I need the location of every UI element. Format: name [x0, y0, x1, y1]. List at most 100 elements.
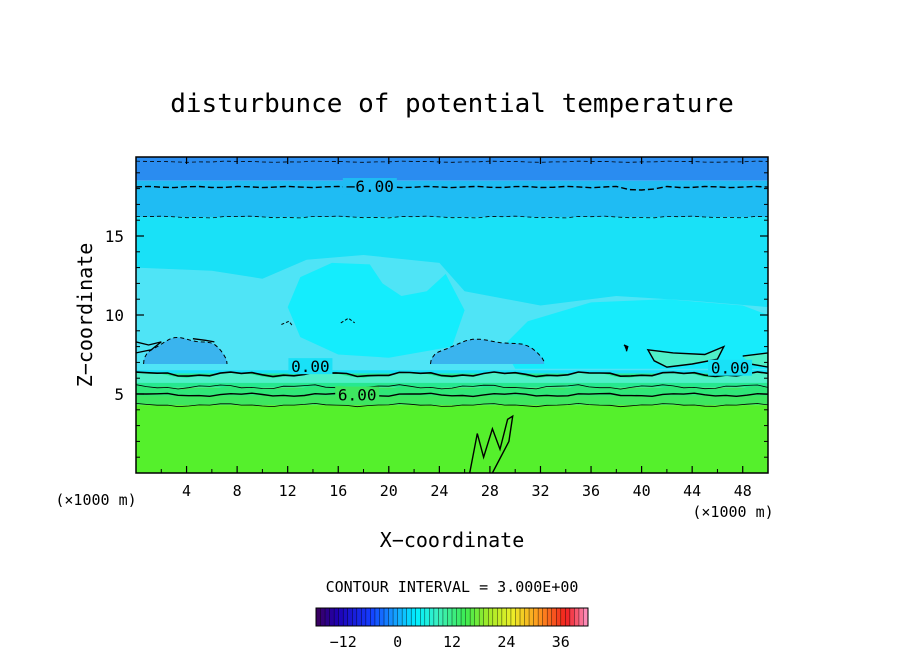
contour-band [136, 157, 768, 181]
colorbar-segment [325, 608, 330, 626]
contour-region-pale-right [502, 299, 768, 369]
colorbar-segment [361, 608, 367, 626]
contour-label-background [708, 359, 753, 376]
colorbar-segment [365, 608, 371, 626]
contour-band [136, 180, 768, 218]
contour-line-nine [136, 402, 768, 408]
colorbar-segment [538, 608, 543, 626]
colorbar-segment [447, 608, 453, 626]
x-axis-unit-left: (×1000 m) [55, 491, 136, 509]
colorbar-segment [429, 608, 435, 626]
x-tick-label: 8 [233, 482, 242, 500]
colorbar-segment [438, 608, 444, 626]
colorbar-tick-label: 12 [443, 633, 461, 651]
colorbar-tick-label: −12 [330, 633, 357, 651]
x-tick-label: 4 [182, 482, 191, 500]
x-tick-label: 12 [279, 482, 297, 500]
colorbar-segment [384, 608, 389, 626]
contour-line-dashed-small [281, 320, 294, 327]
colorbar-segment [442, 608, 448, 626]
y-tick-label: 15 [105, 227, 124, 246]
colorbar-segment [529, 608, 534, 626]
colorbar-tick-label: 0 [393, 633, 402, 651]
colorbar-segment [370, 608, 376, 626]
colorbar-segment [329, 608, 335, 626]
contour-interval-label: CONTOUR INTERVAL = 3.000E+00 [326, 578, 579, 596]
colorbar-segment [479, 608, 485, 626]
colorbar-segment [415, 608, 421, 626]
colorbar-segment [424, 608, 430, 626]
colorbar: −12 0 12 24 36 [315, 607, 589, 651]
colorbar-segment [560, 608, 566, 626]
colorbar-segment [488, 608, 494, 626]
x-axis-label: X−coordinate [380, 528, 525, 552]
colorbar-segment [374, 608, 380, 626]
contour-line-minus-nine [136, 160, 768, 163]
colorbar-segment [510, 608, 516, 626]
chart-title: disturbunce of potential temperature [170, 89, 734, 119]
contour-line-zero-island [646, 345, 726, 368]
colorbar-segment [347, 608, 353, 626]
contour-line-zero-left-small [192, 338, 215, 343]
x-tick-label: 40 [633, 482, 651, 500]
y-axis-label: Z−coordinate [73, 243, 97, 388]
colorbar-segment [356, 608, 362, 626]
contour-line-zero-edge [742, 352, 768, 368]
contour-line-minus-three [136, 215, 768, 219]
colorbar-segment [316, 608, 321, 626]
colorbar-segment [393, 608, 398, 626]
colorbar-segment [583, 608, 589, 626]
y-tick-label: 5 [114, 385, 124, 404]
contour-region-pale [287, 262, 465, 358]
colorbar-segment [524, 608, 530, 626]
contour-line-pocket-center [430, 338, 545, 365]
colorbar-segment [397, 608, 403, 626]
colorbar-segment [338, 608, 344, 626]
x-tick-label: 36 [582, 482, 600, 500]
colorbar-segment [569, 608, 575, 626]
colorbar-segment [320, 608, 326, 626]
contour-label-background [342, 178, 397, 195]
colorbar-tick-label: 24 [497, 633, 515, 651]
colorbar-segment [461, 608, 466, 626]
x-tick-label: 32 [531, 482, 549, 500]
colorbar-segment [411, 608, 417, 626]
colorbar-segment [556, 608, 562, 626]
x-tick-label: 16 [329, 482, 347, 500]
contour-line-pocket-left [143, 336, 228, 365]
colorbar-segment [551, 608, 557, 626]
colorbar-segment [420, 608, 426, 626]
contour-line-three [136, 384, 768, 390]
colorbar-segment [470, 608, 475, 626]
colorbar-segment [574, 608, 580, 626]
colorbar-segment [515, 608, 521, 626]
cold-pocket-left [143, 337, 227, 364]
contour-band-zero [136, 371, 768, 383]
contour-label-background [335, 386, 380, 403]
x-axis: 4 8 12 16 20 24 28 32 36 40 44 48 [160, 157, 752, 500]
contour-line-zero [136, 371, 768, 378]
colorbar-frame [315, 607, 589, 627]
colorbar-segment [501, 608, 507, 626]
contour-line-dashed-small [340, 317, 355, 324]
plot-area: −6.00 0.00 0.00 6.00 [135, 156, 769, 474]
colorbar-segment [379, 608, 385, 626]
contour-label: 0.00 [711, 359, 750, 378]
contour-label: 0.00 [291, 357, 330, 376]
colorbar-segment [578, 608, 584, 626]
x-axis-unit-right: (×1000 m) [692, 503, 773, 521]
colorbar-segment [452, 608, 457, 626]
colorbar-segment [533, 608, 539, 626]
colorbar-segment [542, 608, 548, 626]
contour-line-minus-six [136, 185, 768, 191]
colorbar-segment [547, 608, 553, 626]
colorbar-segment [483, 608, 489, 626]
colorbar-segment [565, 608, 571, 626]
x-tick-label: 24 [430, 482, 448, 500]
x-tick-label: 28 [481, 482, 499, 500]
colorbar-segment [497, 608, 503, 626]
contour-label-background [288, 358, 333, 375]
colorbar-segment [388, 608, 394, 626]
colorbar-segment [334, 608, 339, 626]
